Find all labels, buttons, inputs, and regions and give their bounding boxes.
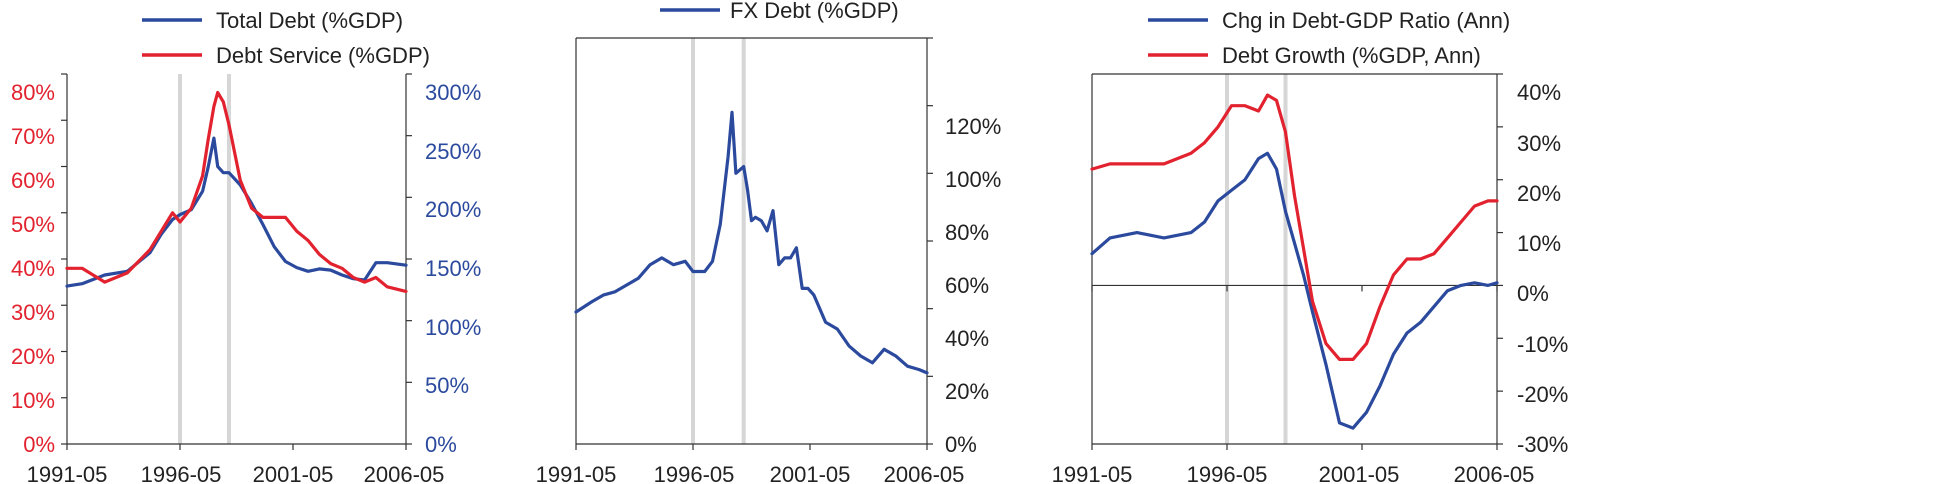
x-ticks-2: 1991-05 1996-05 2001-05 2006-05	[536, 462, 965, 484]
legend-label-total-debt: Total Debt (%GDP)	[216, 8, 403, 33]
x-tick-label: 2001-05	[770, 462, 851, 484]
legend-2: FX Debt (%GDP)	[660, 0, 899, 23]
left-y-tick-label: 0%	[23, 432, 55, 457]
x-tick-label: 2006-05	[1454, 462, 1535, 484]
right-y-ticks-3: -30% -20% -10% 0% 10% 20% 30% 40%	[1517, 80, 1568, 457]
series-line-chg-in-debt-gdp-ratio-ann	[1090, 151, 1499, 430]
x-tick-label: 1991-05	[1052, 462, 1133, 484]
right-y-tick-label: 0%	[425, 432, 457, 457]
right-y-tick-label: 0%	[945, 432, 977, 457]
right-y-tick-label: 100%	[425, 315, 481, 340]
right-y-tick-label: 120%	[945, 114, 1001, 139]
series-lines-3	[1090, 93, 1499, 430]
right-y-tick-label: 60%	[945, 273, 989, 298]
right-y-ticks-1: 0% 50% 100% 150% 200% 250% 300%	[425, 80, 481, 457]
legend-label-debt-service: Debt Service (%GDP)	[216, 43, 430, 68]
x-tick-label: 1996-05	[141, 462, 222, 484]
x-tick-label: 1991-05	[27, 462, 108, 484]
right-y-tick-label: 250%	[425, 139, 481, 164]
left-y-tick-label: 30%	[11, 300, 55, 325]
plot-frame-1	[61, 73, 412, 450]
right-y-tick-label: 40%	[945, 326, 989, 351]
left-y-tick-label: 70%	[11, 124, 55, 149]
right-y-tick-label: 100%	[945, 167, 1001, 192]
recession-bands-2	[691, 38, 746, 444]
right-y-tick-label: 20%	[945, 379, 989, 404]
legend-label-debt-growth: Debt Growth (%GDP, Ann)	[1222, 43, 1481, 68]
plot-frame-3	[1091, 73, 1503, 450]
left-y-tick-label: 40%	[11, 256, 55, 281]
x-ticks-3: 1991-05 1996-05 2001-05 2006-05	[1052, 462, 1535, 484]
zero-line-3	[1091, 284, 1498, 292]
right-y-tick-label: 300%	[425, 80, 481, 105]
right-y-tick-label: -30%	[1517, 432, 1568, 457]
plot-frame-2	[575, 37, 933, 450]
right-y-tick-label: 50%	[425, 373, 469, 398]
right-y-tick-label: 10%	[1517, 231, 1561, 256]
left-y-tick-label: 10%	[11, 388, 55, 413]
series-lines-1	[65, 90, 408, 293]
x-tick-label: 1996-05	[654, 462, 735, 484]
left-y-tick-label: 20%	[11, 344, 55, 369]
recession-bands-3	[1225, 74, 1288, 444]
panel-3: Chg in Debt-GDP Ratio (Ann) Debt Growth …	[1052, 8, 1569, 484]
series-line-fx-debt-gdp	[574, 110, 929, 375]
panel-2: FX Debt (%GDP) 0% 20% 40% 60% 80% 100% 1…	[536, 0, 1002, 484]
right-y-tick-label: 0%	[1517, 281, 1549, 306]
left-y-tick-label: 80%	[11, 80, 55, 105]
legend-label-chg-debt-gdp: Chg in Debt-GDP Ratio (Ann)	[1222, 8, 1510, 33]
right-y-tick-label: 40%	[1517, 80, 1561, 105]
left-y-tick-label: 50%	[11, 212, 55, 237]
x-ticks-1: 1991-05 1996-05 2001-05 2006-05	[27, 462, 445, 484]
legend-1: Total Debt (%GDP) Debt Service (%GDP)	[142, 8, 430, 68]
right-y-ticks-2: 0% 20% 40% 60% 80% 100% 120%	[945, 114, 1001, 457]
left-y-tick-label: 60%	[11, 168, 55, 193]
right-y-tick-label: -20%	[1517, 382, 1568, 407]
panel-1: Total Debt (%GDP) Debt Service (%GDP) 0%…	[11, 8, 481, 484]
x-tick-label: 2006-05	[364, 462, 445, 484]
recession-bands-1	[178, 74, 231, 444]
x-tick-label: 2001-05	[1319, 462, 1400, 484]
left-y-ticks-1: 0% 10% 20% 30% 40% 50% 60% 70% 80%	[11, 80, 55, 457]
x-tick-label: 1996-05	[1187, 462, 1268, 484]
x-tick-label: 1991-05	[536, 462, 617, 484]
right-y-tick-label: 200%	[425, 197, 481, 222]
right-y-tick-label: 150%	[425, 256, 481, 281]
series-lines-2	[574, 110, 929, 375]
right-y-tick-label: -10%	[1517, 332, 1568, 357]
series-line-debt-growth-gdp-ann	[1090, 93, 1499, 361]
series-line-debt-service-gdp	[65, 90, 408, 293]
right-y-tick-label: 80%	[945, 220, 989, 245]
right-y-tick-label: 30%	[1517, 131, 1561, 156]
right-y-tick-label: 20%	[1517, 181, 1561, 206]
x-tick-label: 2006-05	[884, 462, 965, 484]
x-tick-label: 2001-05	[253, 462, 334, 484]
legend-label-fx-debt: FX Debt (%GDP)	[730, 0, 899, 23]
legend-3: Chg in Debt-GDP Ratio (Ann) Debt Growth …	[1148, 8, 1510, 68]
